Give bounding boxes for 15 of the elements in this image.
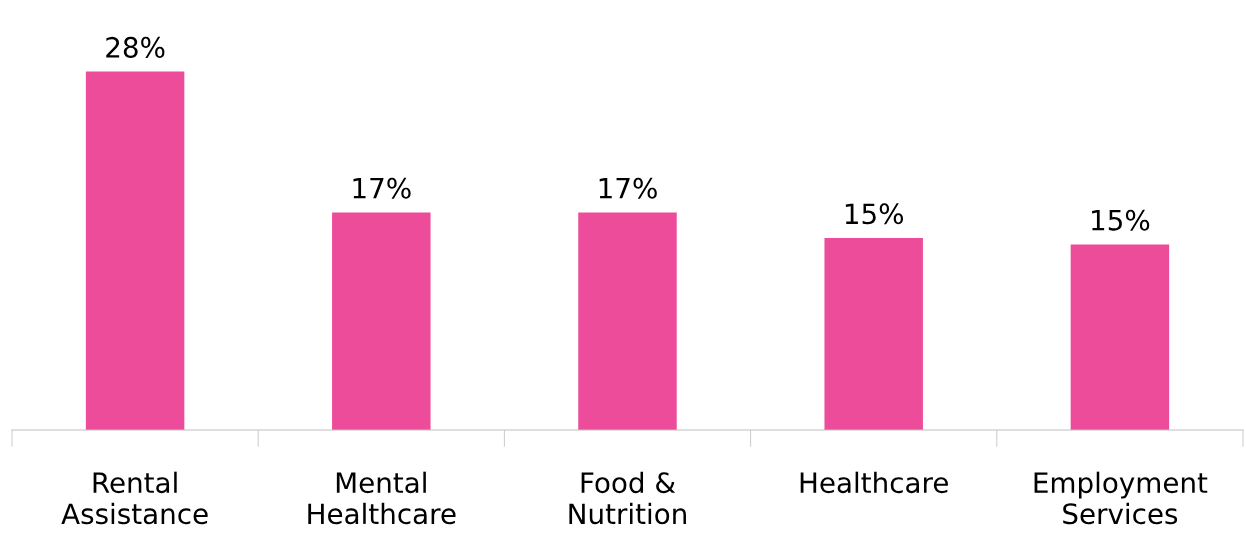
bar [332,212,431,430]
data-label: 17% [353,177,411,199]
bar [824,238,923,430]
bar [85,71,185,430]
x-tick-label: Healthcare [800,471,948,494]
x-tick-label: Food & Nutrition [569,471,686,525]
data-label: 15% [845,203,904,225]
data-label: 28% [106,36,165,58]
bar [1070,244,1170,430]
x-tick-label: Rental Assistance [61,471,208,525]
bar [578,212,677,430]
data-label: 15% [1092,209,1150,231]
x-tick-label: Mental Healthcare [308,471,456,525]
data-label: 17% [599,177,657,199]
x-tick-label: Employment Services [1034,471,1208,525]
